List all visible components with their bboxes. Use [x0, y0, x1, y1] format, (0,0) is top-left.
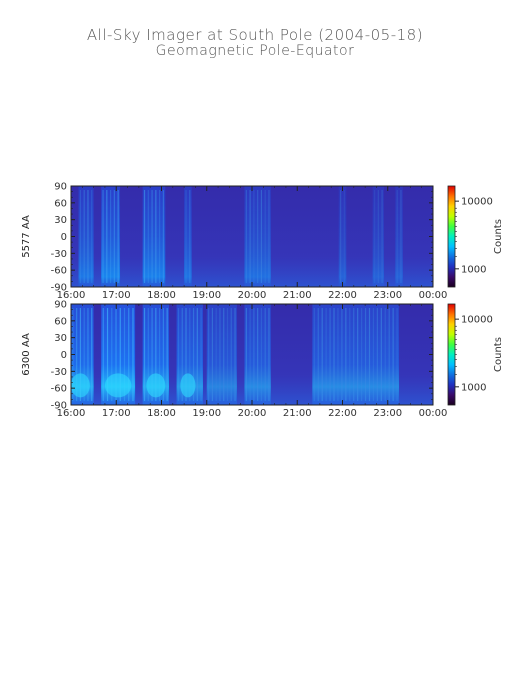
x-tick-label: 18:00: [147, 408, 176, 419]
aurora-bright-patch: [104, 373, 132, 398]
colorbar: 10000 1000 Counts: [447, 185, 504, 288]
aurora-band: [395, 186, 403, 287]
y-axis-label: 6300 AA: [21, 333, 32, 376]
colorbar-gradient: [447, 303, 456, 406]
x-tick-label: 17:00: [102, 408, 131, 419]
x-tick-label: 17:00: [102, 290, 131, 301]
chart-title: All-Sky Imager at South Pole (2004-05-18…: [86, 26, 424, 44]
colorbar-tick-label: 1000: [461, 382, 486, 393]
y-tick-label: 0: [61, 350, 67, 361]
colorbar-label: Counts: [493, 337, 504, 372]
x-tick-label: 16:00: [57, 408, 86, 419]
x-tick-label: 00:00: [419, 290, 448, 301]
aurora-band: [244, 304, 271, 405]
x-tick-label: 18:00: [147, 290, 176, 301]
x-tick-label: 19:00: [192, 290, 221, 301]
y-tick-label: -30: [51, 367, 67, 378]
y-tick-label: 30: [54, 215, 67, 226]
y-axis-label: 5577 AA: [21, 215, 32, 258]
colorbar: 10000 1000 Counts: [447, 303, 504, 406]
y-tick-label: 30: [54, 333, 67, 344]
x-tick-label: 23:00: [373, 290, 402, 301]
x-tick-label: 23:00: [373, 408, 402, 419]
x-tick-label: 20:00: [238, 290, 267, 301]
y-tick-label: 0: [61, 232, 67, 243]
aurora-band: [338, 186, 347, 287]
y-tick-label: 60: [54, 198, 67, 209]
aurora-bright-patch: [71, 373, 90, 398]
y-tick-label: 60: [54, 316, 67, 327]
aurora-band: [184, 186, 192, 287]
y-tick-label: 90: [54, 300, 67, 311]
x-tick-label: 20:00: [238, 408, 267, 419]
y-tick-label: 90: [54, 182, 67, 193]
aurora-band: [206, 304, 237, 405]
x-tick-label: 21:00: [283, 290, 312, 301]
chart-subtitle: Geomagnetic Pole-Equator: [155, 43, 355, 59]
aurora-band: [78, 186, 94, 287]
y-tick-label: -90: [51, 401, 67, 412]
aurora-band: [101, 186, 121, 287]
colorbar-label: Counts: [493, 219, 504, 254]
x-tick-label: 22:00: [328, 408, 357, 419]
colorbar-gradient: [447, 185, 456, 288]
colorbar-tick-label: 10000: [461, 315, 493, 326]
aurora-band: [372, 186, 384, 287]
aurora-band: [244, 186, 271, 287]
aurora-band: [142, 186, 166, 287]
x-tick-label: 19:00: [192, 408, 221, 419]
aurora-band: [312, 304, 400, 405]
colorbar-tick-label: 10000: [461, 197, 493, 208]
x-tick-label: 16:00: [57, 290, 86, 301]
aurora-bright-patch: [146, 373, 166, 398]
y-tick-label: -90: [51, 283, 67, 294]
y-tick-label: -30: [51, 249, 67, 260]
colorbar-tick-label: 1000: [461, 264, 486, 275]
y-tick-label: -60: [51, 384, 67, 395]
x-tick-label: 00:00: [419, 408, 448, 419]
y-tick-label: -60: [51, 266, 67, 277]
aurora-bright-patch: [180, 373, 196, 398]
x-tick-label: 21:00: [283, 408, 312, 419]
x-tick-label: 22:00: [328, 290, 357, 301]
